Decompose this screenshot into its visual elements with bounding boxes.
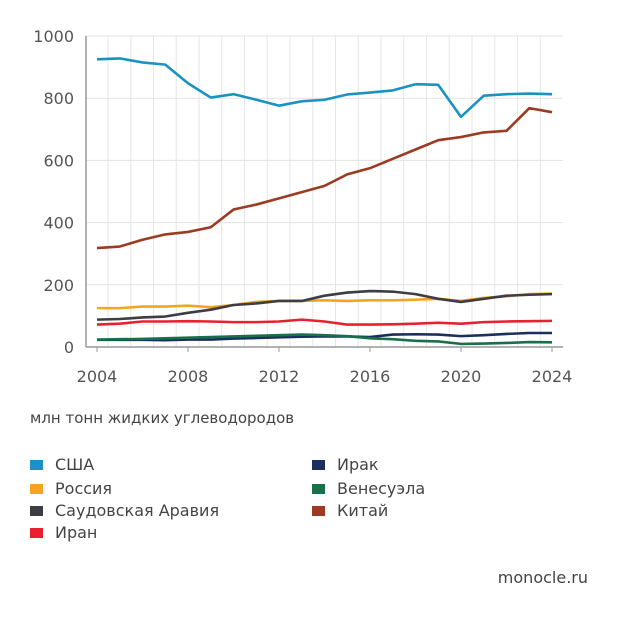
- x-tick-label: 2024: [532, 367, 573, 386]
- series-line-США: [96, 57, 553, 119]
- legend-item: Китай: [312, 501, 388, 520]
- y-tick-label: 200: [43, 276, 74, 295]
- legend-label: Саудовская Аравия: [55, 501, 220, 520]
- legend-item: Россия: [30, 479, 112, 498]
- legend-swatch: [312, 483, 325, 494]
- legend-item: Ирак: [312, 455, 379, 474]
- x-tick-label: 2008: [168, 367, 209, 386]
- legend-label: Иран: [55, 523, 98, 542]
- legend-label: Ирак: [337, 455, 379, 474]
- series-line-Китай: [96, 106, 553, 250]
- legend-swatch: [30, 483, 43, 494]
- legend-label: Россия: [55, 479, 113, 498]
- x-tick-label: 2020: [441, 367, 482, 386]
- legend-label: Венесуэла: [337, 479, 426, 498]
- legend-label: Китай: [337, 501, 389, 520]
- y-tick-label: 400: [43, 214, 74, 233]
- legend-swatch: [312, 505, 325, 516]
- legend-swatch: [30, 459, 43, 470]
- series-line-Иран: [96, 318, 553, 326]
- y-tick-label: 0: [64, 338, 74, 357]
- y-tick-label: 800: [43, 89, 74, 108]
- source-label: monocle.ru: [497, 568, 588, 587]
- y-tick-label: 600: [43, 151, 74, 170]
- legend-swatch: [30, 505, 43, 516]
- legend-item: Венесуэла: [312, 479, 425, 498]
- legend-item: Иран: [30, 523, 97, 542]
- y-tick-label: 1000: [33, 27, 74, 46]
- x-tick-label: 2016: [350, 367, 391, 386]
- line-chart: 0 200 400 600 800 1000 2004 2008 2012 2016 2020 202…: [33, 27, 573, 386]
- legend-item: США: [30, 455, 94, 474]
- legend-swatch: [30, 527, 43, 538]
- legend-label: США: [55, 455, 95, 474]
- series-line-Венесуэла: [96, 333, 553, 346]
- x-tick-label: 2012: [259, 367, 300, 386]
- legend-item: Саудовская Аравия: [30, 501, 219, 520]
- x-tick-label: 2004: [77, 367, 118, 386]
- unit-label: млн тонн жидких углеводородов: [30, 409, 295, 427]
- series-line-Саудовская Аравия: [96, 289, 553, 321]
- legend-swatch: [312, 459, 325, 470]
